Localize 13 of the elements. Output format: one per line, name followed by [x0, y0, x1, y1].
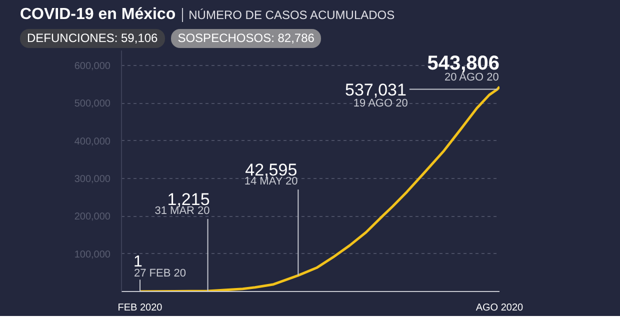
- chart-title: COVID-19 en México: [20, 6, 176, 23]
- x-tick-label: AGO 2020: [476, 302, 524, 314]
- text: DEFUNCIONES: 59,106: [20, 29, 165, 48]
- x-tick-label: FEB 2020: [118, 302, 163, 314]
- annotation: 20 AGO 20: [444, 72, 499, 84]
- annotation: 537,031: [344, 80, 406, 100]
- annotation: 31 MAR 20: [154, 205, 210, 218]
- text: SOSPECHOSOS: 82,786: [170, 29, 322, 48]
- annotation: 1: [134, 254, 143, 270]
- annotation: 14 MAY 20: [244, 175, 298, 188]
- chart-subtitle: NÚMERO DE CASOS ACUMULADOS: [182, 8, 395, 22]
- annotation: 27 FEB 20: [134, 268, 186, 280]
- annotation: 19 AGO 20: [353, 97, 408, 110]
